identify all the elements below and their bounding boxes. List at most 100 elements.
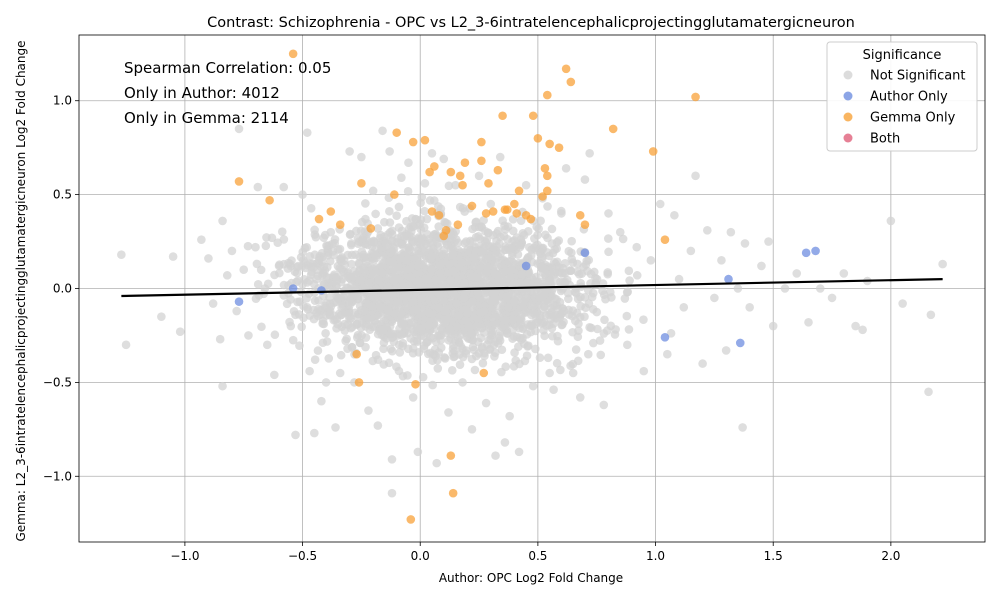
- background-gene-point: [622, 311, 632, 321]
- not-significant-point: [827, 293, 837, 303]
- author-only-point: [735, 338, 745, 348]
- gemma-only-point: [545, 139, 554, 149]
- background-gene-point: [405, 272, 415, 282]
- background-gene-point: [555, 313, 565, 323]
- x-tick-label: 0.5: [528, 549, 547, 563]
- background-gene-point: [497, 345, 507, 355]
- author-only-point: [234, 297, 244, 306]
- background-gene-point: [477, 247, 486, 256]
- not-significant-point: [387, 488, 397, 498]
- gemma-only-point: [538, 192, 547, 201]
- background-gene-point: [427, 265, 436, 274]
- background-gene-point: [257, 322, 266, 332]
- not-significant-point: [500, 438, 510, 447]
- gemma-only-point: [458, 180, 467, 190]
- background-gene-point: [387, 226, 397, 236]
- gemma-only-point: [366, 224, 376, 233]
- gemma-only-point: [234, 177, 244, 186]
- gemma-only-point: [288, 49, 298, 59]
- gemma-only-point: [512, 209, 522, 218]
- not-significant-point: [655, 199, 665, 209]
- background-gene-point: [330, 315, 340, 325]
- gemma-only-point: [566, 77, 576, 87]
- background-gene-point: [543, 353, 553, 363]
- background-gene-point: [343, 320, 353, 329]
- background-gene-point: [270, 330, 280, 340]
- background-gene-point: [383, 306, 393, 315]
- gemma-only-point: [580, 220, 590, 229]
- background-gene-point: [498, 216, 507, 225]
- not-significant-point: [886, 216, 896, 226]
- not-significant-point: [286, 321, 296, 331]
- not-significant-point: [397, 173, 406, 183]
- background-gene-point: [421, 274, 430, 283]
- author-only-point: [660, 333, 670, 342]
- x-tick-label: 2.0: [881, 549, 900, 563]
- background-gene-point: [503, 329, 512, 338]
- background-gene-point: [343, 272, 352, 281]
- background-gene-point: [468, 297, 477, 306]
- background-gene-point: [361, 199, 370, 208]
- not-significant-point: [222, 271, 232, 280]
- not-significant-point: [157, 312, 166, 321]
- background-gene-point: [329, 270, 339, 279]
- background-gene-point: [524, 341, 533, 350]
- background-gene-point: [584, 299, 594, 308]
- not-significant-point: [632, 242, 642, 252]
- gemma-only-point: [498, 111, 507, 121]
- gemma-only-point: [460, 158, 470, 167]
- legend-label: Author Only: [870, 90, 948, 105]
- background-gene-point: [360, 306, 369, 316]
- background-gene-point: [481, 226, 490, 236]
- not-significant-point: [764, 237, 773, 246]
- background-gene-point: [489, 243, 498, 253]
- background-gene-point: [461, 349, 471, 358]
- background-gene-point: [554, 236, 564, 245]
- not-significant-point: [260, 284, 270, 293]
- gemma-only-point: [357, 179, 366, 188]
- background-gene-point: [442, 219, 452, 228]
- background-gene-point: [510, 298, 519, 307]
- not-significant-point: [439, 154, 449, 164]
- background-gene-point: [624, 266, 634, 276]
- not-significant-point: [561, 164, 571, 173]
- gemma-only-point: [425, 167, 434, 177]
- background-gene-point: [336, 350, 346, 360]
- gemma-only-point: [608, 124, 618, 134]
- not-significant-point: [335, 368, 345, 378]
- not-significant-point: [227, 246, 237, 256]
- background-gene-point: [309, 314, 319, 324]
- background-gene-point: [261, 241, 271, 251]
- gemma-only-point: [392, 128, 401, 137]
- background-gene-point: [446, 276, 455, 285]
- background-gene-point: [526, 301, 536, 310]
- not-significant-point: [745, 302, 754, 312]
- not-significant-point: [615, 227, 625, 237]
- not-significant-point: [413, 447, 423, 457]
- background-gene-point: [385, 297, 394, 306]
- background-gene-point: [469, 252, 479, 262]
- background-gene-point: [533, 230, 542, 240]
- not-significant-point: [663, 349, 672, 359]
- not-significant-point: [698, 359, 707, 368]
- background-gene-point: [370, 250, 380, 260]
- background-gene-point: [415, 219, 425, 229]
- not-significant-point: [270, 370, 279, 380]
- background-gene-point: [573, 356, 583, 366]
- background-gene-point: [471, 217, 481, 227]
- not-significant-point: [291, 430, 300, 440]
- background-gene-point: [570, 316, 580, 326]
- background-gene-point: [461, 316, 470, 325]
- background-gene-point: [581, 260, 591, 269]
- not-significant-point: [703, 225, 712, 235]
- background-gene-point: [486, 199, 496, 209]
- not-significant-point: [686, 246, 696, 256]
- background-gene-point: [434, 303, 443, 313]
- gemma-only-point: [354, 378, 364, 387]
- background-gene-point: [567, 236, 576, 246]
- background-gene-point: [534, 224, 543, 234]
- not-significant-point: [851, 321, 860, 331]
- background-gene-point: [394, 202, 404, 212]
- background-gene-point: [296, 253, 306, 262]
- background-gene-point: [288, 335, 298, 345]
